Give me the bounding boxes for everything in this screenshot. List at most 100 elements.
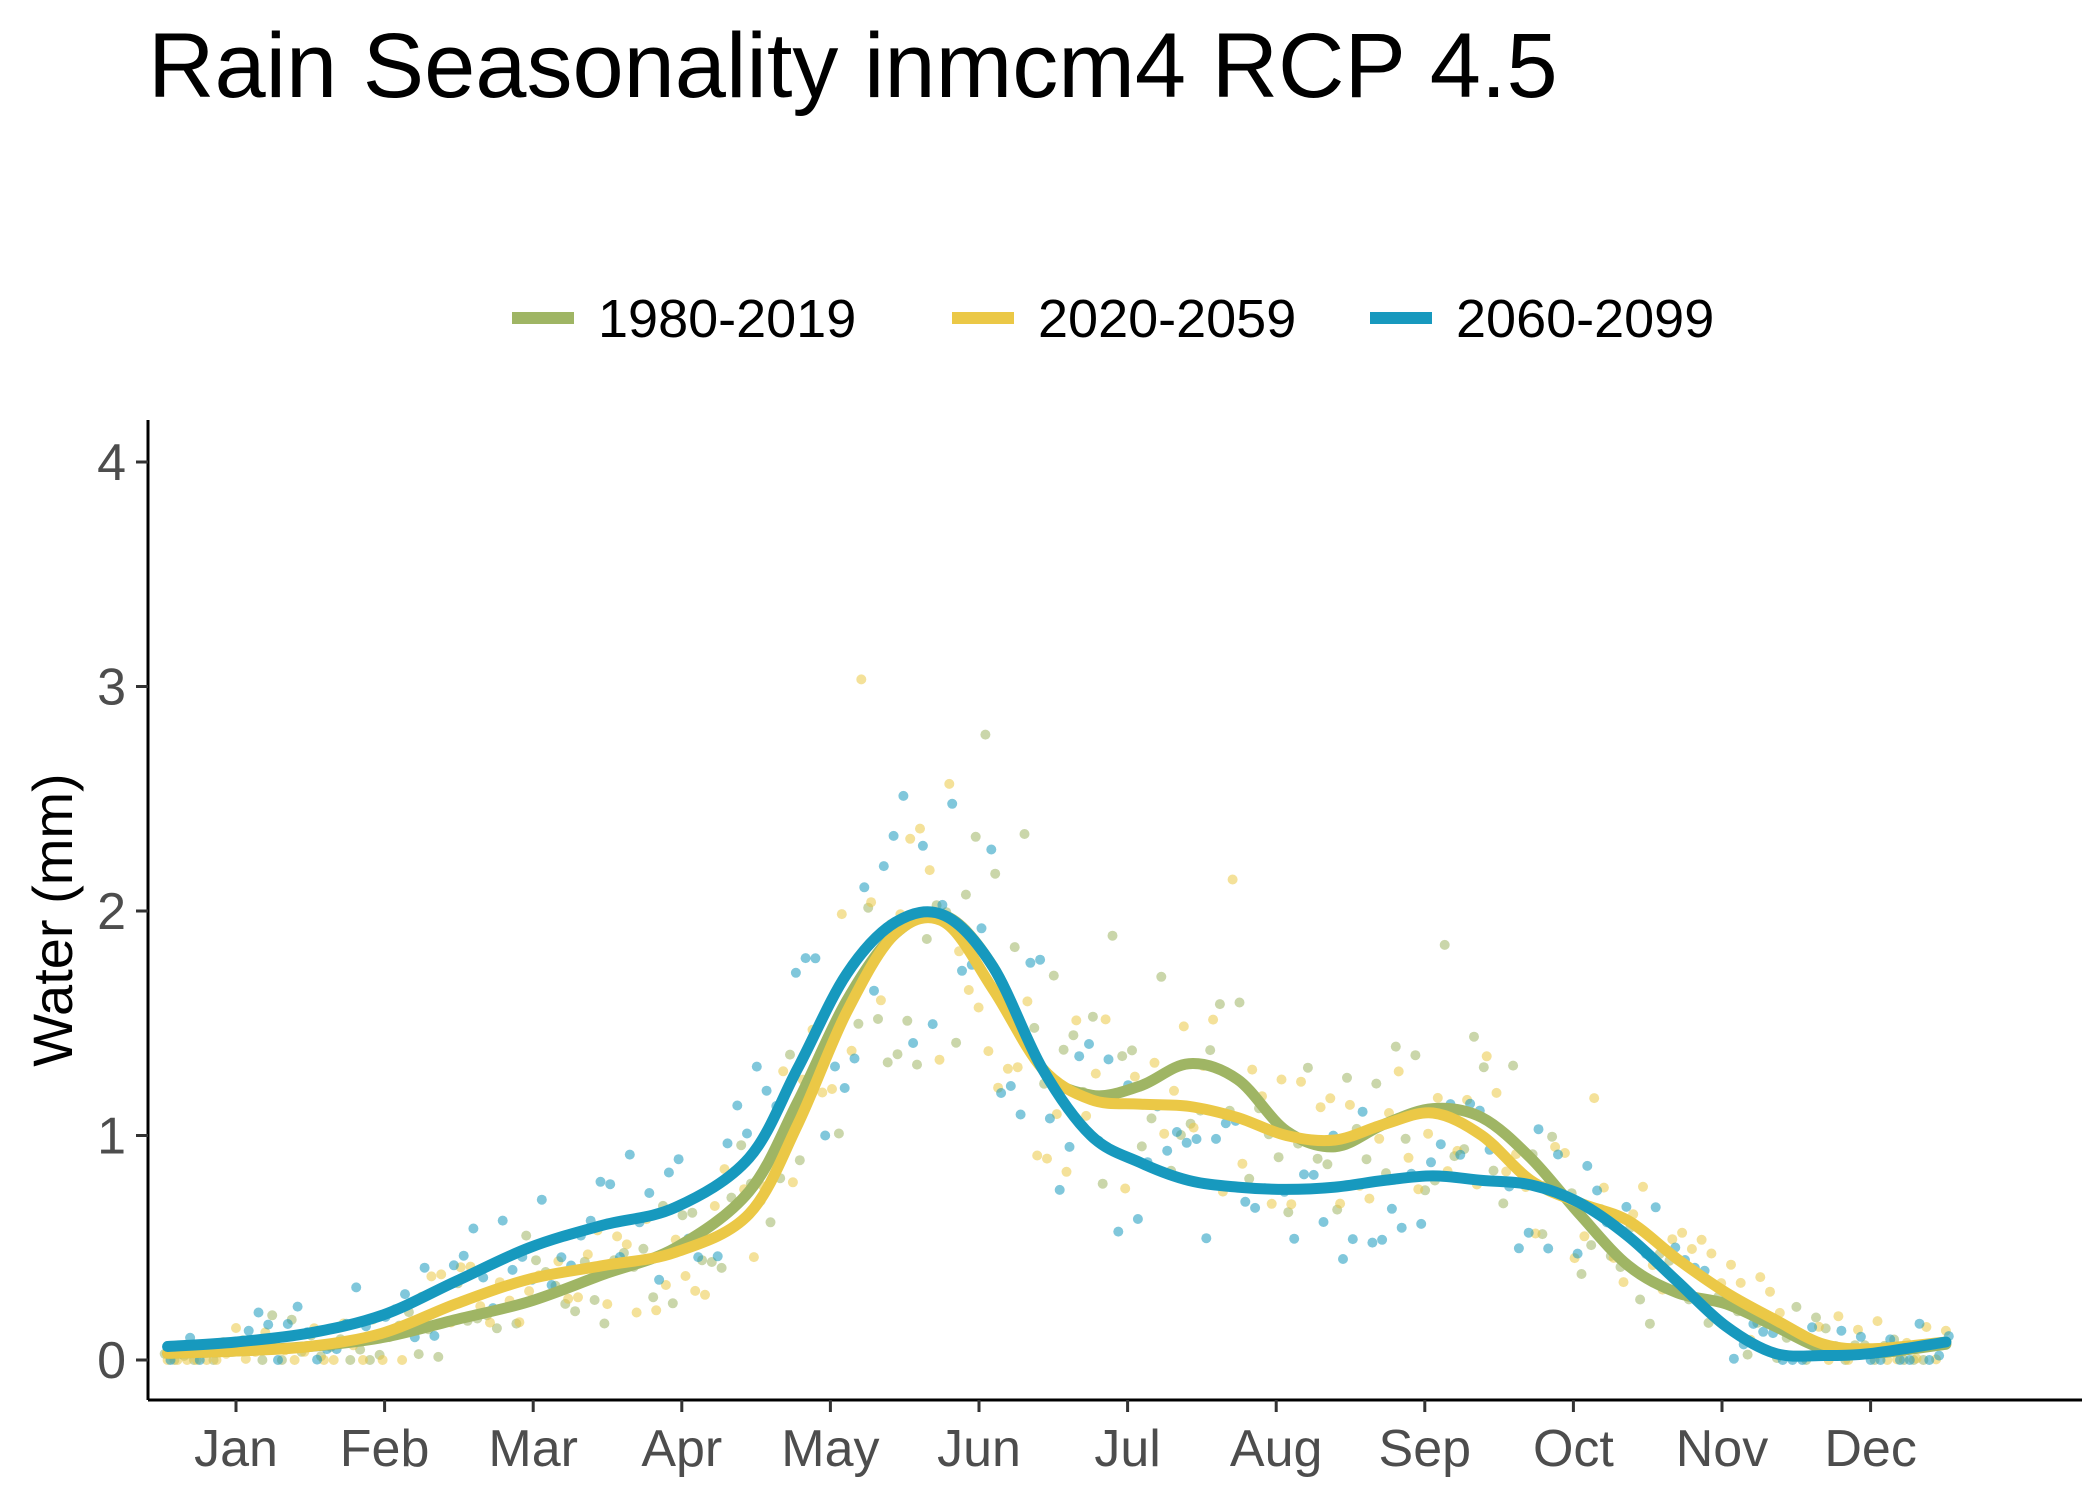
data-point xyxy=(1644,1318,1655,1329)
data-point xyxy=(680,1271,691,1281)
data-point xyxy=(1308,1169,1319,1180)
data-point xyxy=(485,1317,495,1328)
data-point xyxy=(1374,1133,1385,1144)
data-point xyxy=(602,1299,613,1310)
data-point xyxy=(1276,1074,1287,1085)
y-tick-label: 0 xyxy=(97,1332,126,1390)
data-point xyxy=(624,1149,635,1160)
data-point xyxy=(748,1252,759,1263)
data-point xyxy=(980,729,991,740)
data-point xyxy=(709,1201,720,1211)
data-point xyxy=(582,1249,593,1260)
data-point xyxy=(1087,1011,1098,1022)
data-point xyxy=(996,1088,1007,1098)
series-line xyxy=(162,906,1952,1362)
data-point xyxy=(1543,1243,1554,1254)
data-point xyxy=(1498,1198,1509,1209)
data-point xyxy=(1032,1150,1043,1161)
x-tick-label: Mar xyxy=(488,1420,578,1478)
data-point xyxy=(436,1269,447,1280)
data-point xyxy=(1435,1139,1446,1150)
data-point xyxy=(1501,1166,1512,1177)
data-point xyxy=(1914,1318,1925,1329)
data-point xyxy=(1205,1045,1216,1056)
data-point xyxy=(1621,1201,1632,1212)
data-point xyxy=(1058,1044,1069,1055)
data-point xyxy=(1127,1045,1137,1056)
data-point xyxy=(1296,1076,1306,1087)
data-point xyxy=(917,840,928,851)
data-point xyxy=(800,953,811,964)
data-point xyxy=(1478,1062,1489,1073)
data-point xyxy=(648,1292,659,1303)
data-point xyxy=(921,934,932,944)
data-point xyxy=(1635,1294,1646,1305)
data-point xyxy=(1432,1092,1443,1103)
x-tick-label: Jan xyxy=(194,1420,278,1478)
data-point xyxy=(1181,1137,1192,1148)
data-point xyxy=(1240,1196,1251,1207)
data-point xyxy=(1836,1325,1847,1336)
data-point xyxy=(1357,1106,1368,1117)
data-point xyxy=(1169,1085,1179,1096)
data-point xyxy=(1035,954,1046,965)
data-point xyxy=(1338,1254,1348,1264)
data-point xyxy=(1934,1350,1945,1361)
data-point xyxy=(1439,939,1450,950)
data-point xyxy=(1618,1277,1629,1288)
data-point xyxy=(426,1271,437,1282)
data-point xyxy=(1234,997,1245,1008)
data-point xyxy=(1117,1051,1128,1062)
data-point xyxy=(1400,1133,1411,1144)
data-point xyxy=(1895,1355,1905,1365)
data-point xyxy=(433,1351,444,1362)
data-point xyxy=(211,1355,222,1365)
data-point xyxy=(605,1179,616,1190)
x-tick-label: Apr xyxy=(641,1420,722,1478)
data-point xyxy=(1904,1355,1915,1365)
data-point xyxy=(328,1355,339,1365)
data-point xyxy=(1156,971,1167,982)
data-point xyxy=(282,1319,293,1329)
data-point xyxy=(849,1053,860,1064)
x-tick-label: Dec xyxy=(1824,1420,1916,1478)
data-point xyxy=(651,1305,662,1316)
data-point xyxy=(973,1002,984,1013)
x-tick-label: Sep xyxy=(1379,1420,1472,1478)
data-point xyxy=(1361,1154,1372,1165)
data-point xyxy=(397,1355,408,1365)
data-point xyxy=(1677,1227,1688,1238)
data-point xyxy=(1572,1248,1583,1259)
data-point xyxy=(1807,1322,1818,1333)
data-point xyxy=(700,1289,710,1300)
data-point xyxy=(687,1207,698,1218)
data-point xyxy=(570,1306,581,1317)
data-point xyxy=(1364,1193,1375,1204)
data-point xyxy=(1638,1181,1648,1192)
data-point xyxy=(1553,1149,1563,1160)
data-point xyxy=(1410,1050,1421,1061)
data-point xyxy=(908,1038,919,1048)
data-point xyxy=(1074,1051,1085,1062)
data-point xyxy=(1244,1173,1255,1184)
data-point xyxy=(1513,1243,1524,1254)
data-point xyxy=(947,798,958,809)
data-point xyxy=(1315,1102,1326,1113)
data-point xyxy=(1201,1233,1212,1244)
data-point xyxy=(1113,1226,1124,1237)
data-point xyxy=(859,882,870,893)
data-point xyxy=(1742,1349,1753,1360)
data-point xyxy=(1015,1109,1026,1120)
data-point xyxy=(1012,1062,1023,1073)
data-point xyxy=(1696,1234,1707,1245)
data-point xyxy=(905,833,916,844)
data-point xyxy=(1208,1014,1219,1025)
data-point xyxy=(1009,942,1020,953)
data-point xyxy=(951,1037,962,1048)
data-point xyxy=(1129,1071,1140,1082)
data-point xyxy=(1266,1198,1277,1209)
data-point xyxy=(1048,970,1059,981)
legend-label: 1980-2019 xyxy=(598,289,856,349)
data-point xyxy=(1029,1022,1040,1033)
